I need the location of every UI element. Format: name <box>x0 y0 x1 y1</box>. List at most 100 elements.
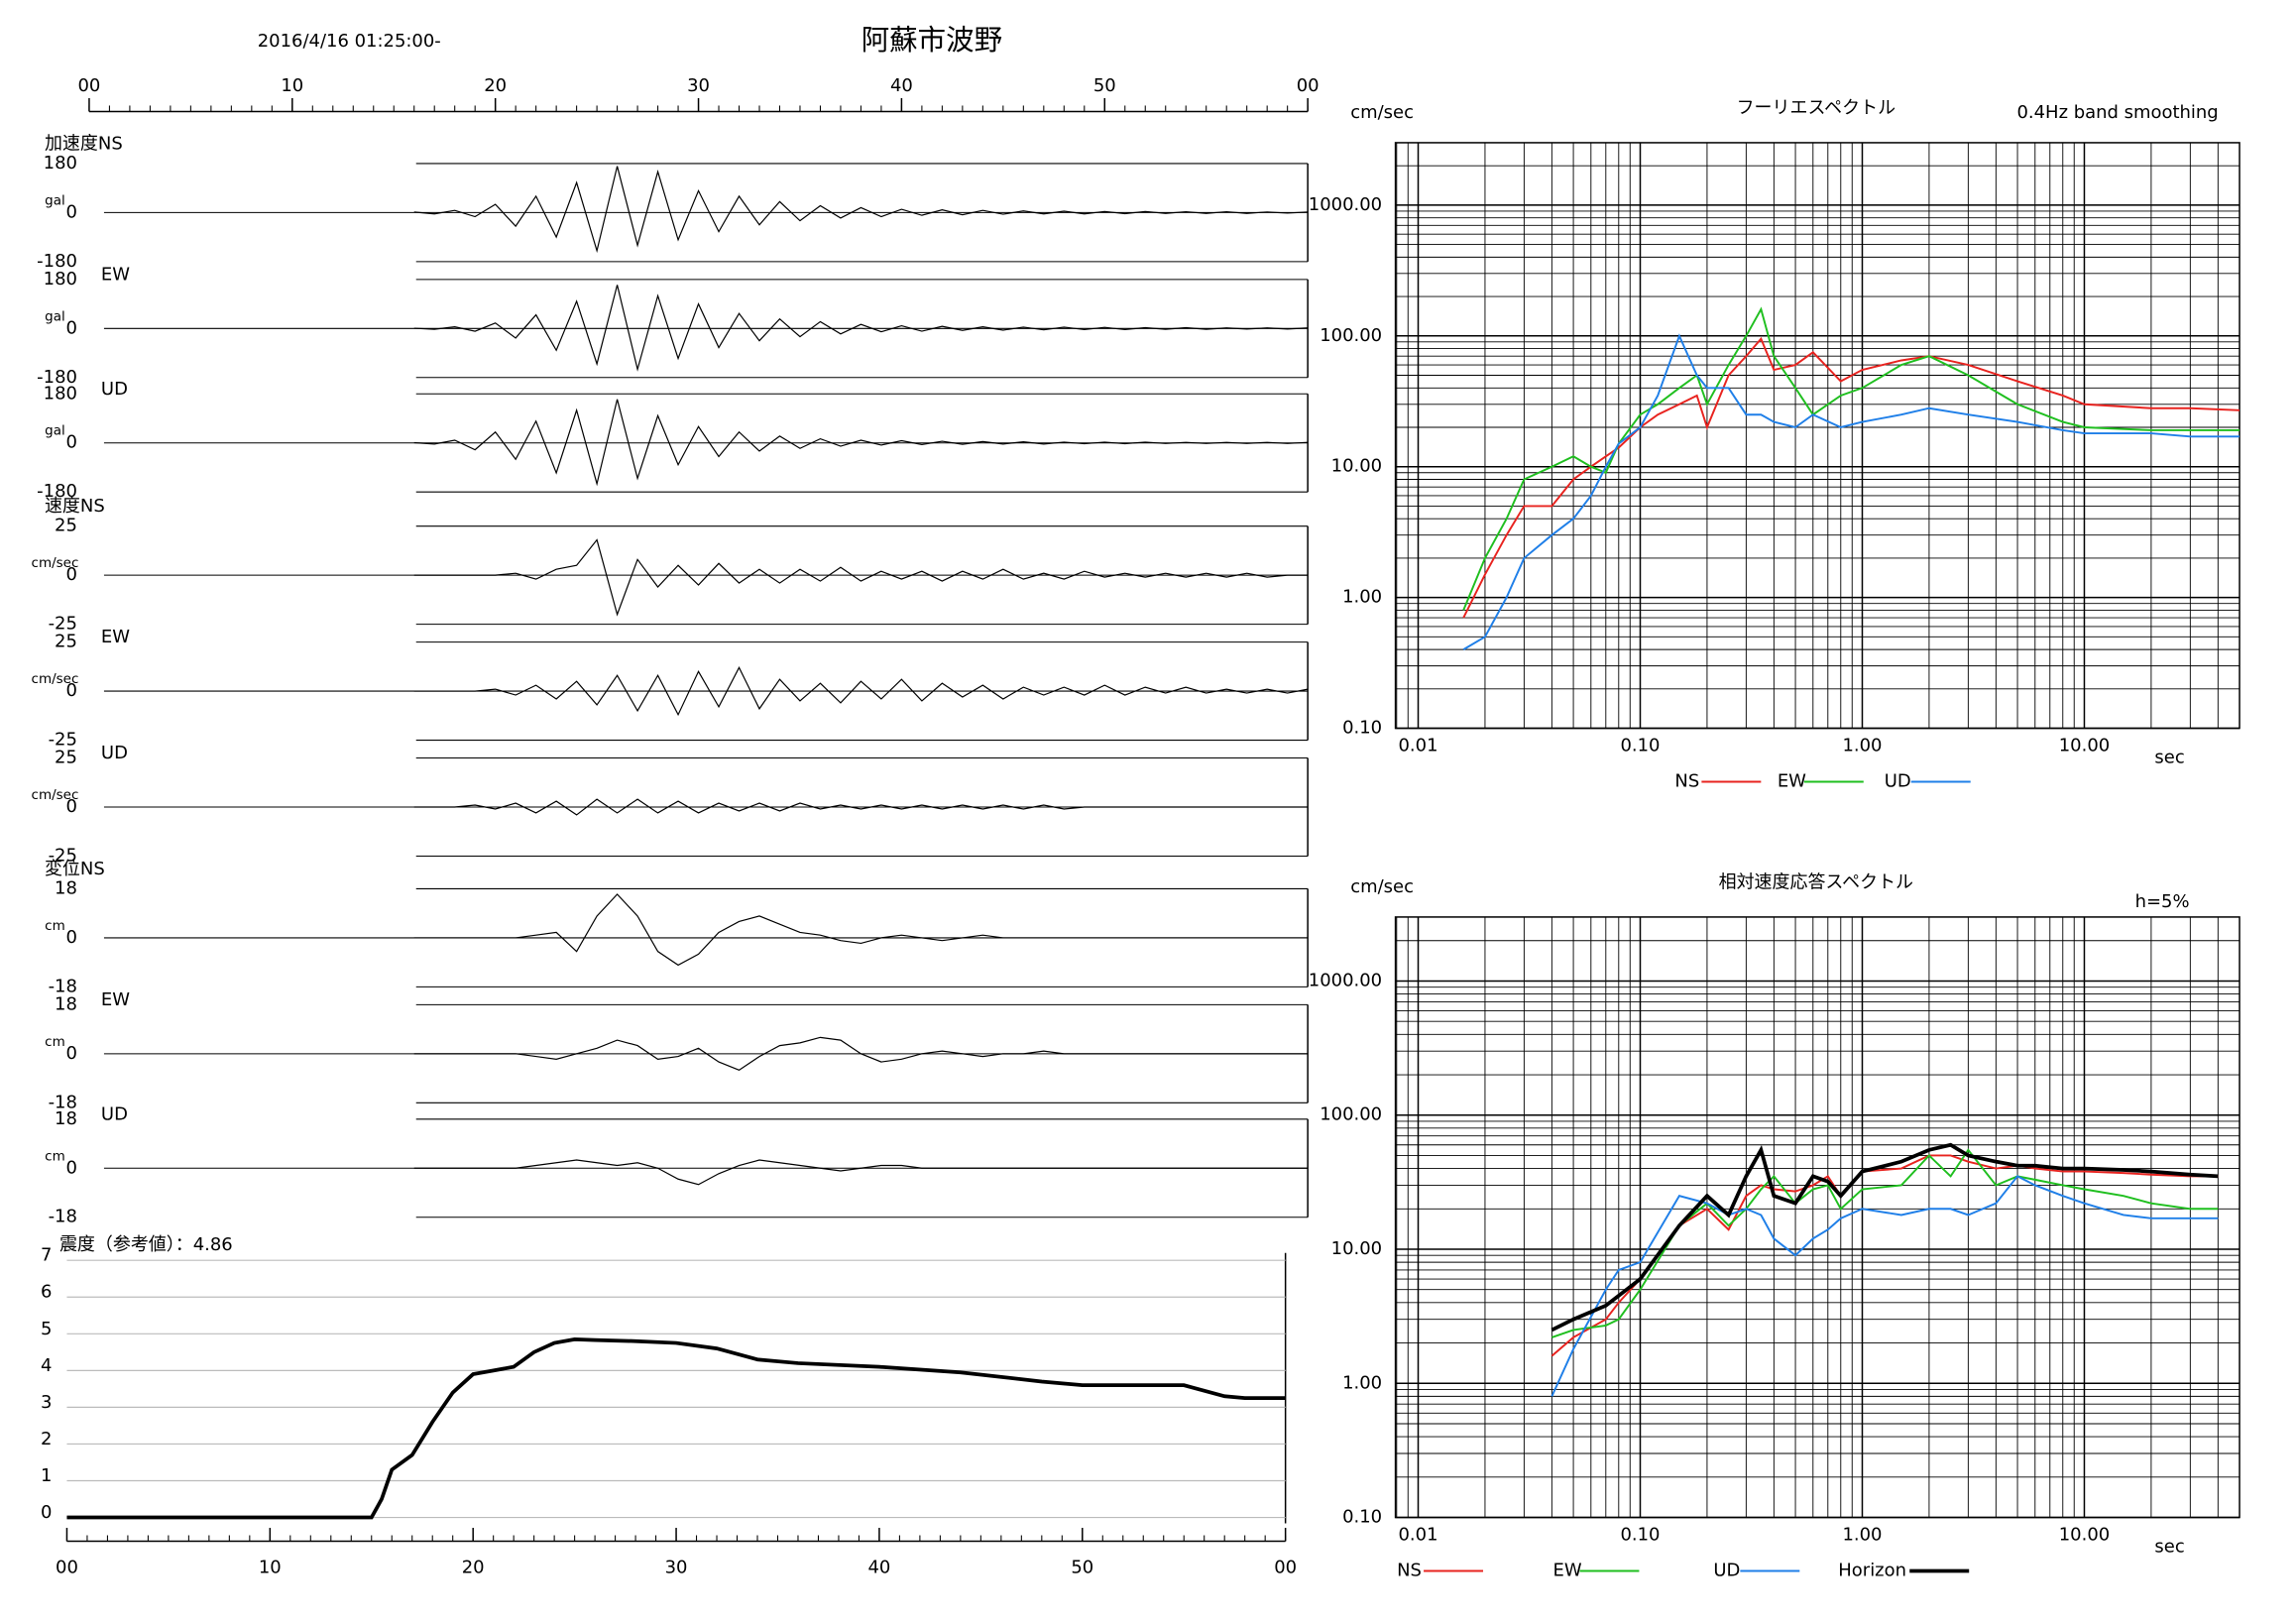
y-tick-label: 0 <box>66 1157 77 1178</box>
x-tick-label: 20 <box>484 75 507 96</box>
panel-title: EW <box>101 627 130 647</box>
subtitle: 0.4Hz band smoothing <box>2016 102 2218 123</box>
y-tick-label: 18 <box>55 1108 77 1129</box>
y-tick-label: 0 <box>66 1043 77 1064</box>
y-tick-label: -25 <box>49 730 77 751</box>
date-label: 2016/4/16 01:25:00- <box>258 31 441 52</box>
y-tick-label: -180 <box>37 481 77 502</box>
x-tick-label: 50 <box>1071 1558 1093 1578</box>
unit-label: cm/sec <box>32 787 79 803</box>
y-tick-label: 7 <box>41 1245 52 1266</box>
x-tick-label: 50 <box>1093 75 1116 96</box>
x-tick-label: 10 <box>281 75 303 96</box>
y-tick-label: 0 <box>66 564 77 585</box>
y-tick-label: 18 <box>55 877 77 898</box>
y-tick-label: 2 <box>41 1429 52 1449</box>
intensity-line <box>66 1336 1286 1520</box>
panel-title: UD <box>101 743 128 763</box>
x-tick-label: 0.10 <box>1620 1525 1660 1546</box>
y-tick-label: 100.00 <box>1320 325 1382 346</box>
legend-label: NS <box>1397 1561 1422 1581</box>
y-tick-label: 0.10 <box>1342 1507 1382 1528</box>
y-tick-label: -18 <box>49 976 77 996</box>
x-tick-label: 00 <box>1274 1558 1297 1578</box>
waveform <box>413 166 1309 254</box>
y-tick-label: 25 <box>55 748 77 768</box>
panel-title: UD <box>101 1103 128 1124</box>
y-tick-label: 0 <box>66 680 77 701</box>
x-tick-label: 00 <box>78 75 101 96</box>
x-tick-label: 20 <box>462 1558 485 1578</box>
unit-label: gal <box>45 423 65 439</box>
page-title: 阿蘇市波野 <box>861 24 1002 57</box>
spectrum-line <box>1551 1148 2219 1338</box>
x-tick-label: 10.00 <box>2059 736 2110 756</box>
y-tick-label: -180 <box>37 367 77 388</box>
waveform <box>413 666 1309 717</box>
y-tick-label: 10.00 <box>1331 1238 1382 1259</box>
y-tick-label: 100.00 <box>1320 1104 1382 1125</box>
x-tick-label: 0.01 <box>1399 736 1438 756</box>
y-tick-label: 0.10 <box>1342 718 1382 739</box>
x-tick-label: 30 <box>687 75 710 96</box>
legend-label: NS <box>1674 771 1699 792</box>
y-tick-label: 180 <box>44 383 77 404</box>
y-tick-label: 6 <box>41 1282 52 1303</box>
panel-title: UD <box>101 379 128 400</box>
panel-title: EW <box>101 264 130 285</box>
x-tick-label: 40 <box>890 75 913 96</box>
panel-title: EW <box>101 989 130 1010</box>
x-tick-label: 40 <box>867 1558 890 1578</box>
spectrum-line <box>1462 306 2240 611</box>
waveform <box>413 893 1309 967</box>
waveform <box>413 798 1309 816</box>
unit-label: cm <box>45 1148 65 1164</box>
legend-label: UD <box>1713 1561 1740 1581</box>
chart-title: 相対速度応答スペクトル <box>1719 871 1913 892</box>
y-tick-label: 0 <box>66 927 77 948</box>
y-tick-label: -18 <box>49 1207 77 1227</box>
spectrum-line <box>1462 336 2240 619</box>
panel-title: 変位NS <box>45 859 105 879</box>
y-tick-label: 1000.00 <box>1309 194 1382 215</box>
y-tick-label: 0 <box>66 201 77 222</box>
y-tick-label: 180 <box>44 269 77 290</box>
y-tick-label: 10.00 <box>1331 456 1382 477</box>
unit-label: cm <box>45 918 65 934</box>
unit-label: gal <box>45 308 65 324</box>
legend-label: EW <box>1778 771 1806 792</box>
x-tick-label: 00 <box>1297 75 1320 96</box>
subtitle: h=5% <box>2135 891 2190 912</box>
unit-label: cm/sec <box>32 671 79 687</box>
panel-title: 速度NS <box>45 496 105 517</box>
y-tick-label: 4 <box>41 1355 52 1376</box>
unit-label: gal <box>45 192 65 208</box>
waveform <box>413 1159 1309 1186</box>
waveform <box>413 399 1309 487</box>
x-tick-label: 0.10 <box>1620 736 1660 756</box>
x-tick-label: 30 <box>665 1558 688 1578</box>
x-tick-label: 1.00 <box>1842 1525 1882 1546</box>
waveform <box>413 1036 1309 1072</box>
spectrum-line <box>1462 333 2240 650</box>
x-tick-label: 10.00 <box>2059 1525 2110 1546</box>
y-tick-label: 0 <box>66 317 77 338</box>
y-tick-label: 0 <box>41 1502 52 1523</box>
y-tick-label: 0 <box>66 432 77 453</box>
x-tick-label: 00 <box>56 1558 78 1578</box>
y-tick-label: 1.00 <box>1342 587 1382 608</box>
panel-title: 加速度NS <box>45 133 123 154</box>
plot-frame <box>1394 142 2240 730</box>
spectrum-line <box>1550 1142 2219 1333</box>
y-tick-label: 25 <box>55 632 77 652</box>
waveform <box>413 538 1309 617</box>
x-tick-label: 10 <box>259 1558 282 1578</box>
plot-frame <box>1394 916 2240 1519</box>
waveform <box>413 285 1309 372</box>
x-tick-label: 0.01 <box>1399 1525 1438 1546</box>
unit-label: cm <box>45 1034 65 1050</box>
chart-title: フーリエスペクトル <box>1737 97 1895 118</box>
y-tick-label: -25 <box>49 614 77 635</box>
y-axis-label: cm/sec <box>1350 102 1414 123</box>
